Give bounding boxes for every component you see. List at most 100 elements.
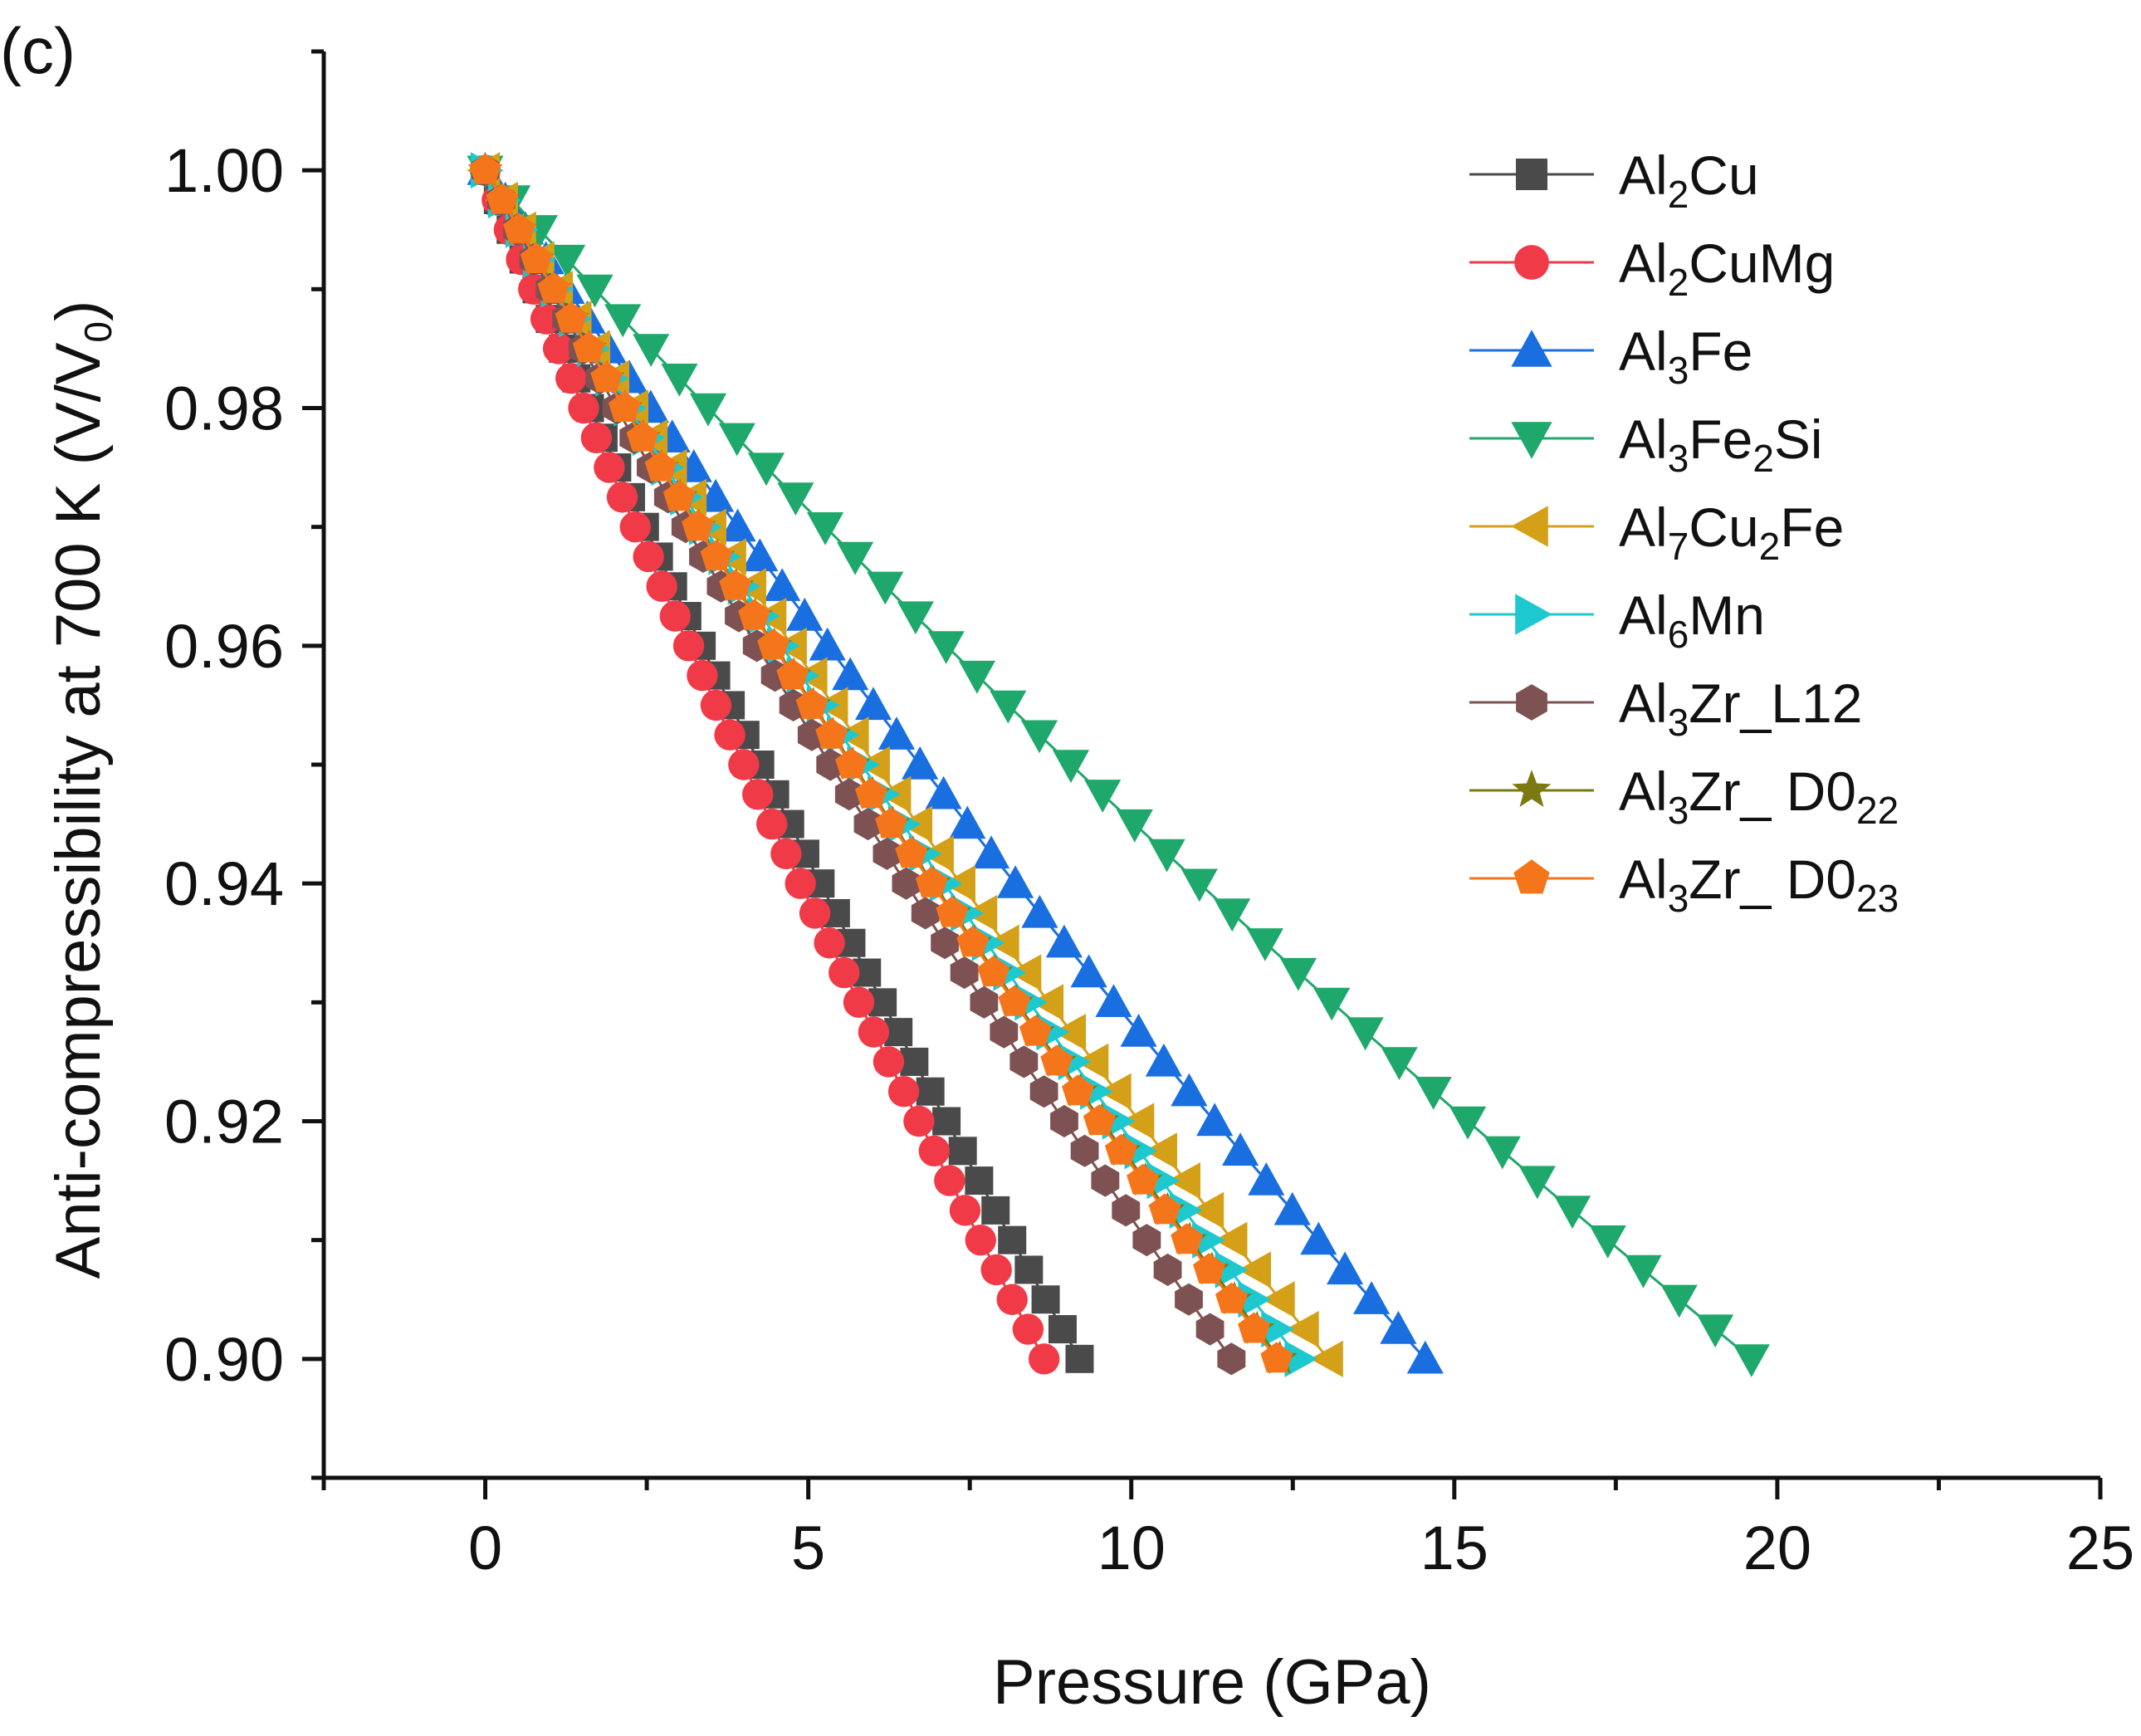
data-point: [719, 508, 756, 542]
legend-marker: [1513, 859, 1550, 894]
data-point: [998, 1225, 1027, 1254]
data-point: [555, 301, 588, 333]
legend-marker: [1511, 422, 1552, 459]
data-point: [576, 274, 613, 308]
data-point: [580, 422, 613, 453]
data-point: [997, 865, 1034, 898]
data-point: [873, 1046, 905, 1078]
data-point: [873, 837, 902, 870]
data-point: [1112, 1194, 1141, 1227]
data-point: [1171, 1073, 1208, 1107]
data-point: [1083, 1104, 1116, 1135]
y-tick-label: 0.94: [164, 849, 284, 918]
data-point: [604, 304, 642, 338]
data-point: [572, 331, 605, 363]
y-tick-label: 1.00: [164, 136, 284, 205]
data-point: [661, 364, 698, 397]
data-point: [777, 482, 814, 516]
data-point: [1589, 1225, 1626, 1259]
legend-label-subscript: 2: [1752, 437, 1774, 480]
legend-label-subscript: 2: [1668, 173, 1689, 216]
data-point: [1012, 1313, 1044, 1345]
legend-item: Al7Cu2Fe: [1469, 496, 1844, 568]
legend-label-subscript: 2: [1759, 525, 1781, 568]
data-point: [1279, 957, 1317, 991]
data-point: [1075, 1043, 1109, 1080]
data-point: [814, 927, 845, 959]
data-point: [970, 985, 999, 1019]
data-point: [687, 659, 718, 692]
data-point: [981, 1196, 1010, 1225]
data-point: [1180, 868, 1218, 902]
legend-label-subscript: 3: [1668, 437, 1689, 480]
data-point: [925, 775, 962, 809]
data-point: [965, 1224, 996, 1256]
legend-label-text: Fe: [1780, 496, 1844, 558]
data-point: [1554, 1196, 1591, 1229]
legend-label-text: Al: [1619, 672, 1668, 734]
data-point: [633, 334, 670, 367]
y-tick-label: 0.98: [164, 374, 284, 443]
panel-label: (c): [0, 14, 76, 87]
legend-label-text: Fe: [1689, 408, 1752, 470]
data-point: [843, 986, 875, 1019]
data-point: [1070, 1134, 1099, 1167]
data-point: [816, 748, 845, 781]
data-point: [555, 363, 587, 394]
data-point: [1062, 1074, 1094, 1106]
legend-label-text: Cu: [1689, 144, 1758, 206]
data-point: [1238, 1251, 1271, 1289]
data-point: [1048, 1315, 1077, 1344]
data-point: [1353, 1281, 1391, 1314]
data-point: [764, 568, 801, 601]
data-point: [835, 747, 868, 779]
data-point: [902, 746, 939, 780]
data-point: [1009, 1045, 1039, 1078]
data-point: [728, 749, 760, 780]
data-point: [633, 540, 664, 573]
legend-label-subscript: 23: [1856, 877, 1899, 920]
legend-label-text: Fe: [1689, 320, 1752, 382]
series-Al3Zr_D023: [469, 153, 1293, 1373]
data-point: [1169, 1191, 1203, 1229]
legend-label-subscript: 3: [1668, 349, 1689, 392]
data-point: [1215, 1251, 1249, 1289]
data-point: [1084, 780, 1122, 813]
data-point: [1192, 1221, 1225, 1259]
data-point: [998, 985, 1031, 1016]
data-point: [1347, 1017, 1384, 1051]
legend-label-text: Al: [1619, 584, 1668, 646]
data-point: [1215, 1282, 1248, 1313]
data-point: [1070, 954, 1107, 988]
legend-label-text: Zr_L12: [1689, 672, 1862, 734]
legend-label-text: Al: [1619, 320, 1668, 382]
legend-label-text: Si: [1774, 408, 1823, 470]
data-point: [1518, 1166, 1556, 1200]
data-point: [786, 597, 824, 631]
data-point: [1193, 1253, 1225, 1284]
data-point: [809, 627, 846, 661]
data-point: [682, 510, 714, 541]
data-point: [916, 1077, 945, 1106]
legend-label-text: Al: [1619, 408, 1668, 470]
data-point: [1148, 839, 1185, 873]
data-point: [1214, 1221, 1248, 1259]
data-point: [718, 423, 755, 457]
data-point: [742, 779, 774, 810]
data-point: [797, 718, 826, 751]
data-point: [1019, 1015, 1052, 1046]
data-point: [1029, 1075, 1058, 1108]
data-point: [747, 452, 785, 487]
data-point: [1171, 1223, 1203, 1254]
data-point: [949, 805, 986, 839]
data-point: [807, 512, 844, 545]
data-point: [897, 601, 934, 635]
data-point: [738, 599, 770, 630]
legend-label-subscript: 3: [1668, 789, 1689, 832]
data-point: [503, 213, 535, 244]
data-point: [469, 153, 501, 184]
data-point: [1261, 1310, 1295, 1348]
data-point: [799, 897, 831, 929]
legend-label-text: Mn: [1689, 584, 1765, 646]
